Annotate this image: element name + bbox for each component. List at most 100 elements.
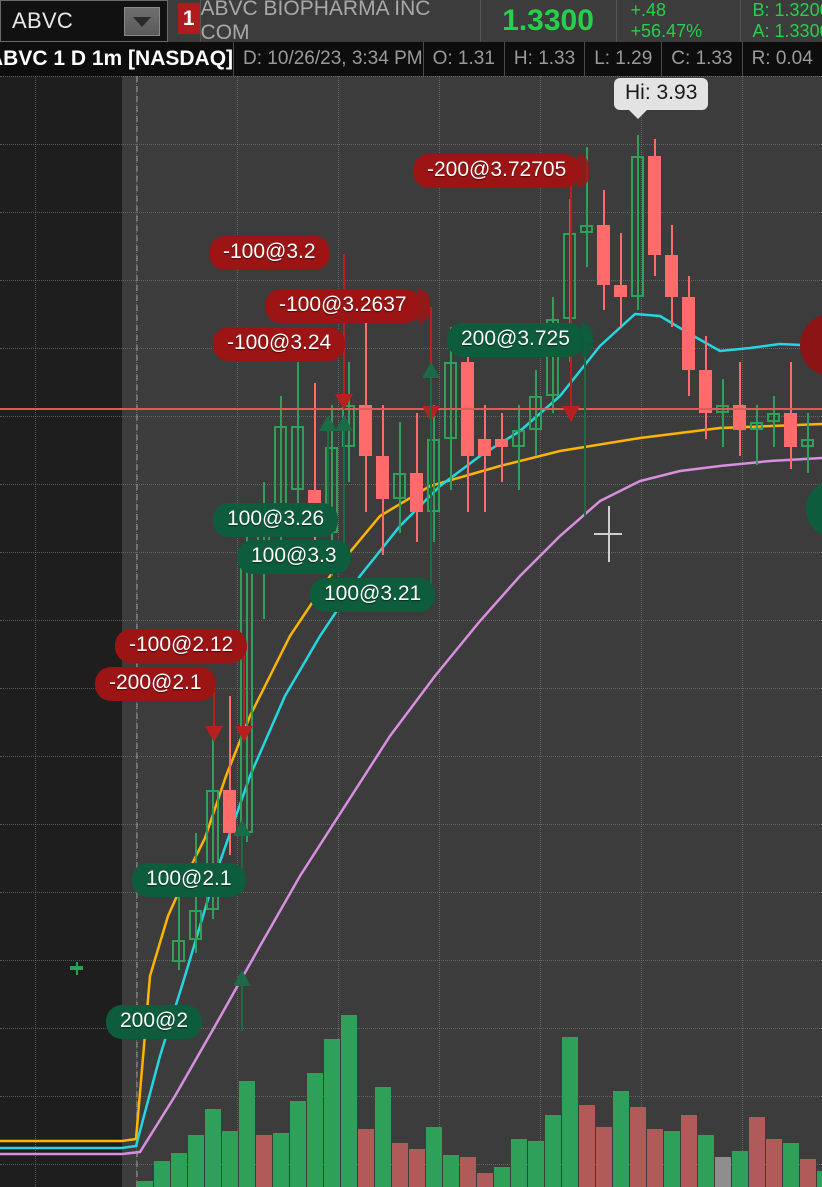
bar-close: C: 1.33 <box>661 42 741 76</box>
volume-bar <box>409 1149 425 1187</box>
grid-line-horizontal <box>0 416 822 417</box>
trade-label-sell[interactable]: -100@3.24 <box>213 327 346 361</box>
ask-price: A: 1.3300 <box>752 21 822 41</box>
volume-bar <box>290 1101 306 1187</box>
watchlist-badge[interactable]: 1 <box>177 3 200 34</box>
trade-label-buy[interactable]: 100@3.3 <box>237 540 351 574</box>
trade-marker-stem <box>343 431 345 546</box>
candle-wick <box>245 533 248 842</box>
candle-body <box>529 396 542 431</box>
volume-bar <box>375 1087 391 1187</box>
candle-body <box>189 910 202 941</box>
trade-label-buy[interactable]: 100@2.1 <box>132 863 246 897</box>
candle-body <box>410 473 423 512</box>
trade-label-buy[interactable]: 100@3.26 <box>213 503 339 537</box>
bar-datetime: D: 10/26/23, 3:34 PM <box>233 42 423 76</box>
trade-marker-arrow <box>562 406 580 422</box>
grid-line-vertical <box>35 76 36 1187</box>
volume-bar <box>562 1037 578 1187</box>
candle-body <box>597 224 610 285</box>
trade-marker-arrow <box>422 362 440 378</box>
candle-body <box>427 438 440 512</box>
trade-label-buy[interactable]: 200@3.725 <box>447 323 593 357</box>
fast-ma <box>0 422 822 1143</box>
trade-marker-stem <box>430 378 432 596</box>
volume-bar <box>545 1115 561 1187</box>
mid-ma <box>0 312 822 1150</box>
volume-bar <box>817 1171 822 1187</box>
candle-body <box>546 318 559 396</box>
trade-marker-stem <box>213 685 215 726</box>
candle-body <box>70 966 83 971</box>
volume-bar <box>613 1091 629 1187</box>
volume-bar <box>494 1167 510 1187</box>
volume-bar <box>341 1015 357 1187</box>
volume-bar <box>579 1105 595 1187</box>
chevron-down-icon[interactable] <box>123 7 160 36</box>
candle-wick <box>279 396 282 555</box>
candle-body <box>563 233 576 319</box>
trade-marker-arrow <box>335 394 353 410</box>
change-percent: +56.47% <box>630 21 703 41</box>
trade-marker-stem <box>570 172 572 406</box>
candle-body <box>631 156 644 298</box>
volume-bar <box>664 1131 680 1187</box>
trade-label-buy-clipped[interactable] <box>806 480 822 538</box>
tooltip-pointer <box>628 109 648 119</box>
grid-line-horizontal <box>0 824 822 825</box>
grid-line-vertical <box>641 76 642 1187</box>
grid-line-horizontal <box>0 756 822 757</box>
trade-label-sell[interactable]: -200@2.1 <box>95 667 216 701</box>
candle-body <box>614 284 627 298</box>
candle-body <box>376 456 389 499</box>
candle-body <box>580 224 593 234</box>
volume-bar <box>715 1157 731 1187</box>
candle-body <box>223 790 236 834</box>
trade-label-sell[interactable]: -100@2.12 <box>115 629 248 663</box>
volume-bar <box>630 1107 646 1187</box>
candle-wick <box>568 198 571 362</box>
grid-line-horizontal <box>0 348 822 349</box>
grid-line-horizontal <box>0 688 822 689</box>
grid-line-horizontal <box>0 1096 822 1097</box>
candle-body <box>665 254 678 298</box>
volume-bar <box>239 1081 255 1187</box>
grid-line-horizontal <box>0 960 822 961</box>
candle-body <box>495 438 508 448</box>
volume-bar <box>511 1139 527 1187</box>
candle-wick <box>211 726 214 919</box>
candle-wick <box>500 413 503 482</box>
chart-title: ABVC 1 D 1m [NASDAQ] <box>0 47 234 70</box>
trade-marker-arrow <box>319 415 337 431</box>
trade-marker-stem <box>584 342 586 516</box>
candle-body <box>478 438 491 456</box>
candle-body <box>444 361 457 439</box>
position-price-line <box>0 408 822 410</box>
trade-marker-stem <box>241 836 243 869</box>
trade-label-buy[interactable]: 100@3.21 <box>310 578 436 612</box>
volume-bar <box>460 1157 476 1187</box>
candle-body <box>512 430 525 448</box>
volume-bar <box>256 1135 272 1187</box>
candle-body <box>767 413 780 422</box>
volume-bar <box>358 1129 374 1187</box>
symbol-input[interactable]: ABVC <box>0 0 168 42</box>
grid-line-horizontal <box>0 212 822 213</box>
bar-low: L: 1.29 <box>584 42 661 76</box>
candle-body <box>733 404 746 431</box>
candle-body <box>393 473 406 499</box>
volume-bar <box>324 1039 340 1187</box>
grid-line-horizontal <box>0 620 822 621</box>
trade-label-sell[interactable]: -100@3.2 <box>209 236 330 270</box>
candle-wick <box>483 404 486 512</box>
price-chart[interactable]: -200@3.72705 -100@3.2 -100@3.2637 -100@3.24… <box>0 76 822 1187</box>
trade-label-sell[interactable]: -100@3.2637 <box>265 289 430 323</box>
grid-line-vertical <box>540 76 541 1187</box>
trade-label-sell-clipped[interactable] <box>800 314 822 376</box>
volume-bar <box>477 1173 493 1187</box>
bar-high: H: 1.33 <box>503 42 584 76</box>
trade-label-buy[interactable]: 200@2 <box>106 1005 203 1039</box>
candle-wick <box>755 404 758 465</box>
trade-label-sell[interactable]: -200@3.72705 <box>413 154 590 188</box>
